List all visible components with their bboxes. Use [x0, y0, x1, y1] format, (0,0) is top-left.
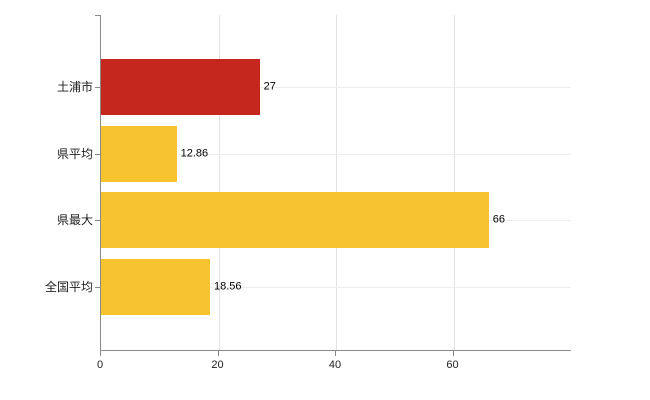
x-axis-tick — [100, 351, 101, 356]
y-axis-top-tick — [95, 15, 100, 16]
plot-area: 27 12.86 66 18.56 — [100, 15, 571, 351]
bar — [101, 125, 177, 182]
bar — [101, 259, 210, 316]
bar-value-label: 66 — [492, 213, 506, 226]
x-tick-label: 20 — [211, 359, 224, 371]
category-label: 土浦市 — [56, 80, 93, 94]
bar-value-label: 12.86 — [180, 147, 209, 160]
x-tick-label: 60 — [446, 359, 459, 371]
bar-value-label: 18.56 — [214, 280, 242, 293]
bar — [101, 192, 489, 249]
category-label: 全国平均 — [44, 280, 93, 295]
y-axis-tick — [95, 87, 100, 88]
horizontal-gridline — [101, 153, 571, 155]
x-axis-tick — [335, 351, 336, 356]
x-tick-label: 40 — [328, 359, 342, 371]
vertical-gridline — [336, 15, 337, 350]
horizontal-gridline — [101, 287, 571, 289]
bar — [101, 59, 260, 115]
horizontal-gridline — [101, 87, 571, 88]
bar-value-label: 27 — [263, 80, 276, 93]
x-axis-tick — [452, 351, 454, 356]
y-axis-tick — [95, 220, 100, 222]
x-axis-tick — [217, 351, 219, 356]
category-label: 県平均 — [56, 146, 93, 161]
vertical-gridline — [453, 15, 455, 350]
y-axis-tick — [95, 287, 100, 289]
y-axis-tick — [95, 153, 100, 155]
vertical-gridline — [218, 15, 220, 350]
category-label: 県最大 — [56, 213, 93, 228]
x-tick-label: 0 — [96, 359, 104, 371]
